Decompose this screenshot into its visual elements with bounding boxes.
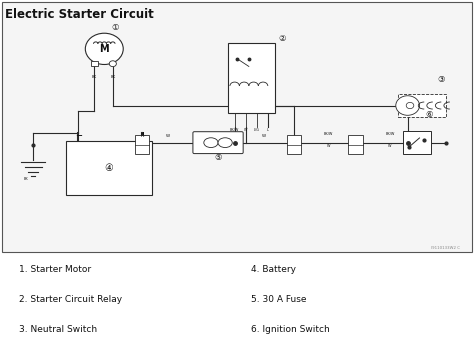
Text: 4. Battery: 4. Battery	[251, 265, 296, 274]
Text: ①: ①	[111, 23, 118, 32]
Circle shape	[85, 33, 123, 64]
Ellipse shape	[218, 138, 232, 148]
FancyBboxPatch shape	[66, 141, 152, 196]
Text: −: −	[75, 130, 82, 140]
Circle shape	[406, 102, 414, 109]
Text: W: W	[388, 144, 392, 148]
Text: BK/W: BK/W	[385, 132, 394, 136]
Text: +: +	[139, 130, 146, 140]
Text: M: M	[100, 44, 109, 54]
Ellipse shape	[204, 138, 218, 148]
Text: ②: ②	[278, 34, 286, 43]
FancyBboxPatch shape	[91, 61, 98, 66]
Text: 6. Ignition Switch: 6. Ignition Switch	[251, 325, 330, 334]
Circle shape	[109, 61, 117, 66]
FancyBboxPatch shape	[398, 94, 446, 117]
Text: W: W	[166, 134, 170, 138]
Text: 1. Starter Motor: 1. Starter Motor	[19, 265, 91, 274]
Text: W: W	[244, 128, 247, 132]
FancyBboxPatch shape	[2, 2, 472, 252]
Text: BK/W: BK/W	[230, 128, 239, 132]
Text: L: L	[267, 128, 269, 132]
Text: W: W	[327, 144, 330, 148]
Text: ⑤: ⑤	[214, 153, 222, 162]
Text: ③: ③	[437, 75, 445, 84]
Text: BK/W: BK/W	[324, 132, 333, 136]
Text: BK: BK	[92, 75, 97, 79]
Text: ⑥: ⑥	[425, 110, 433, 119]
Circle shape	[396, 96, 419, 115]
Text: 3. Neutral Switch: 3. Neutral Switch	[19, 325, 97, 334]
Text: Electric Starter Circuit: Electric Starter Circuit	[5, 8, 154, 21]
FancyBboxPatch shape	[228, 43, 275, 113]
FancyBboxPatch shape	[193, 132, 243, 153]
Text: BK: BK	[24, 177, 28, 181]
Text: ④: ④	[105, 163, 113, 173]
FancyBboxPatch shape	[287, 135, 301, 155]
Text: W: W	[262, 134, 266, 138]
Text: I9110133W2 C: I9110133W2 C	[431, 246, 460, 250]
Text: L/G: L/G	[254, 128, 260, 132]
FancyBboxPatch shape	[403, 131, 431, 155]
Text: 2. Starter Circuit Relay: 2. Starter Circuit Relay	[19, 295, 122, 304]
Text: R: R	[140, 133, 144, 138]
Text: 5. 30 A Fuse: 5. 30 A Fuse	[251, 295, 307, 304]
FancyBboxPatch shape	[135, 135, 149, 155]
Text: BK: BK	[110, 75, 115, 79]
FancyBboxPatch shape	[348, 135, 363, 155]
